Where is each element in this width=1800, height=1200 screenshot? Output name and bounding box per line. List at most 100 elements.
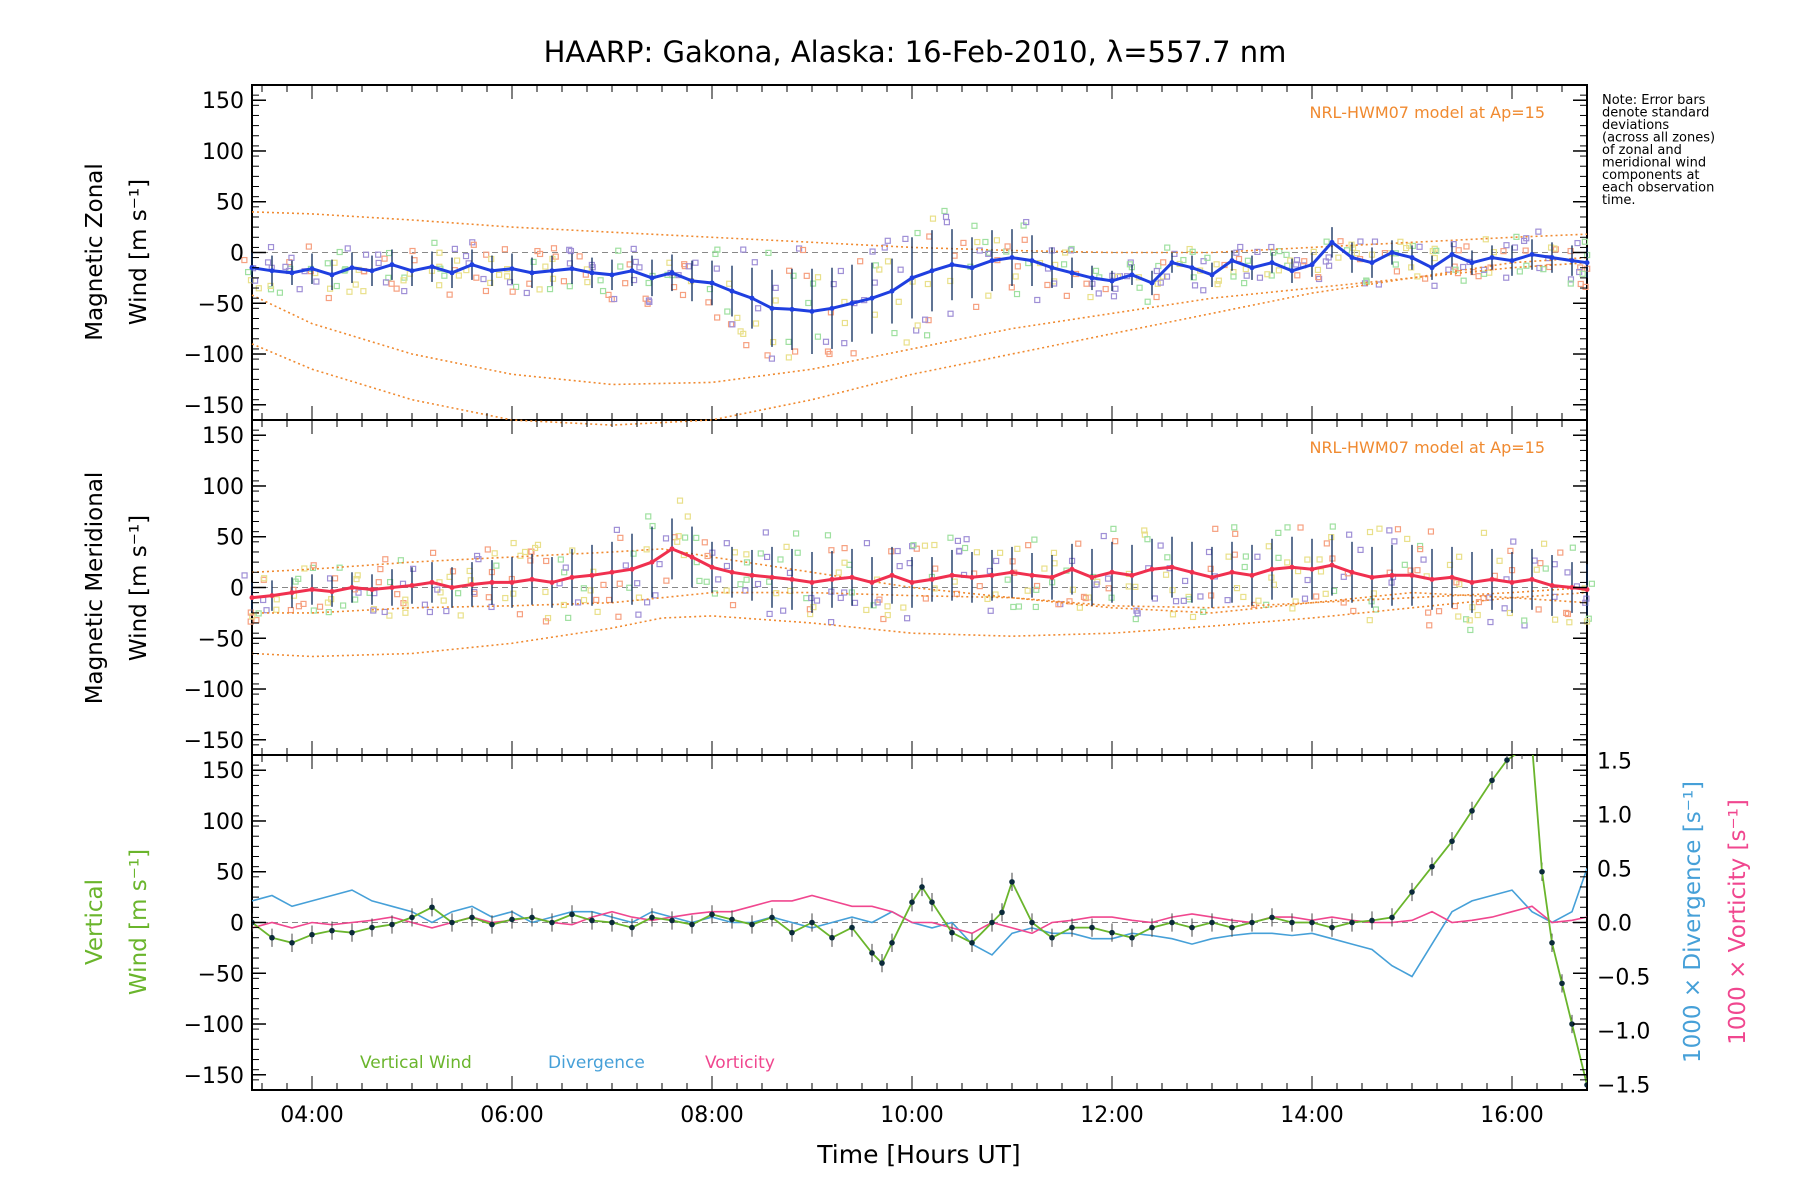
series-point-zonal (769, 305, 775, 311)
series-point-zonal (469, 262, 475, 268)
obs-point (599, 287, 607, 295)
obs-point (542, 263, 549, 270)
obs-point (1191, 282, 1199, 289)
obs-point (1189, 248, 1196, 255)
obs-point (1162, 571, 1170, 578)
model-label-meridional: NRL-HWM07 model at Ap=15 (1309, 438, 1545, 457)
note-line: components at (1602, 168, 1700, 183)
ytick-label: 50 (216, 526, 244, 551)
obs-point (273, 596, 280, 603)
obs-point (375, 251, 382, 258)
obs-point (370, 607, 377, 614)
obs-point (1023, 218, 1030, 226)
obs-point (1322, 590, 1329, 597)
obs-point (1224, 597, 1231, 604)
obs-point (1501, 605, 1508, 612)
obs-point (1506, 609, 1514, 617)
obs-point (1431, 254, 1438, 262)
obs-point (1294, 272, 1301, 279)
obs-point (1241, 280, 1248, 287)
obs-point (421, 601, 428, 608)
obs-point (1265, 543, 1272, 550)
series-point-vertical-wind (409, 914, 415, 921)
series-point-vertical-wind (1129, 934, 1135, 941)
ytick-label: −100 (184, 343, 244, 368)
obs-point (1533, 566, 1540, 573)
series-point-meridional (409, 582, 415, 588)
series-point-zonal (1149, 280, 1155, 286)
obs-point (971, 222, 978, 229)
obs-point (1337, 238, 1344, 245)
obs-point (1427, 528, 1435, 535)
obs-point (880, 615, 887, 623)
ytick-label: 50 (216, 191, 244, 216)
obs-point (1100, 532, 1107, 540)
obs-point (600, 581, 607, 589)
series-point-vertical-wind (489, 921, 495, 928)
obs-point (1301, 595, 1309, 602)
obs-point (675, 533, 682, 540)
axes-layer: −150 −100 −50 0 50 100 150 −150 −100 −50 0 50 100 150… (184, 84, 1650, 1128)
obs-point (681, 263, 688, 270)
obs-point (1567, 276, 1575, 283)
obs-point (701, 539, 708, 546)
series-point-zonal (669, 270, 675, 276)
obs-point (1467, 626, 1474, 634)
obs-point (375, 579, 382, 586)
note-line: meridional wind (1602, 156, 1706, 171)
obs-point (642, 295, 649, 302)
model-curve (251, 548, 1588, 609)
obs-point (385, 249, 393, 257)
obs-point (1289, 605, 1296, 612)
obs-point (331, 259, 338, 266)
series-point-meridional (589, 572, 595, 578)
obs-point (1284, 524, 1291, 531)
obs-point (891, 329, 898, 337)
legend-vorticity: Vorticity (705, 1053, 775, 1073)
obs-point (754, 580, 762, 588)
series-point-zonal (1489, 255, 1495, 261)
obs-point (1134, 610, 1141, 617)
obs-point (871, 279, 878, 286)
series-point-zonal (569, 266, 575, 272)
obs-point (902, 235, 909, 243)
series-point-zonal (1129, 272, 1135, 278)
obs-point (381, 255, 388, 262)
obs-point (1264, 271, 1271, 278)
obs-point (1404, 535, 1411, 543)
obs-point (1463, 243, 1470, 250)
series-point-meridional (1209, 574, 1215, 580)
obs-point (714, 314, 721, 321)
obs-point (1475, 598, 1483, 606)
obs-point (1455, 613, 1462, 620)
obs-point (1104, 575, 1112, 582)
obs-point (1105, 585, 1112, 592)
series-point-vertical-wind (869, 950, 875, 956)
series-point-vertical-wind (1189, 924, 1195, 931)
obs-point (1200, 287, 1207, 294)
series-point-vertical-wind (709, 911, 715, 918)
obs-point (976, 247, 983, 254)
series-point-vertical-wind (1109, 929, 1115, 936)
ytick-label: 150 (202, 759, 244, 784)
obs-point (260, 596, 267, 604)
series-point-vertical-wind (289, 940, 295, 946)
series-point-vertical-wind (1504, 757, 1510, 763)
obs-point (1230, 268, 1237, 276)
y2tick-label: 1.0 (1597, 803, 1632, 828)
obs-point (1240, 593, 1247, 601)
obs-point (1414, 567, 1421, 574)
series-point-meridional (529, 576, 535, 582)
model-curve (251, 261, 1588, 386)
obs-point (1244, 257, 1252, 264)
series-point-meridional (1309, 566, 1315, 572)
obs-point (635, 594, 643, 601)
obs-point (1163, 273, 1171, 280)
obs-point (863, 606, 870, 614)
obs-point (1172, 598, 1180, 605)
obs-point (993, 557, 1000, 565)
obs-point (1102, 285, 1109, 293)
obs-point (485, 594, 492, 601)
obs-point (543, 557, 550, 565)
series-point-zonal (829, 305, 835, 311)
